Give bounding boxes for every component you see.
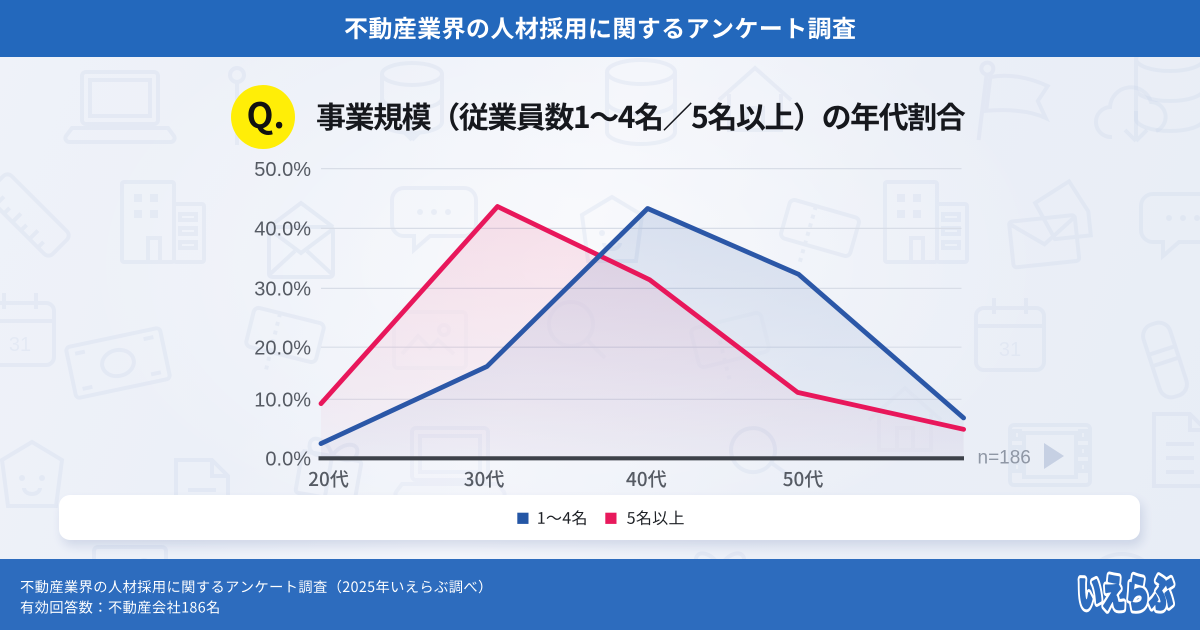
svg-text:0.0%: 0.0%: [265, 449, 311, 471]
svg-text:50.0%: 50.0%: [254, 159, 311, 181]
svg-text:40.0%: 40.0%: [254, 219, 311, 241]
svg-text:10.0%: 10.0%: [254, 390, 311, 412]
svg-text:n=186: n=186: [978, 448, 1031, 469]
svg-text:30.0%: 30.0%: [254, 279, 311, 301]
svg-text:31: 31: [9, 334, 31, 356]
svg-text:31: 31: [999, 339, 1021, 361]
svg-text:20.0%: 20.0%: [254, 338, 311, 360]
